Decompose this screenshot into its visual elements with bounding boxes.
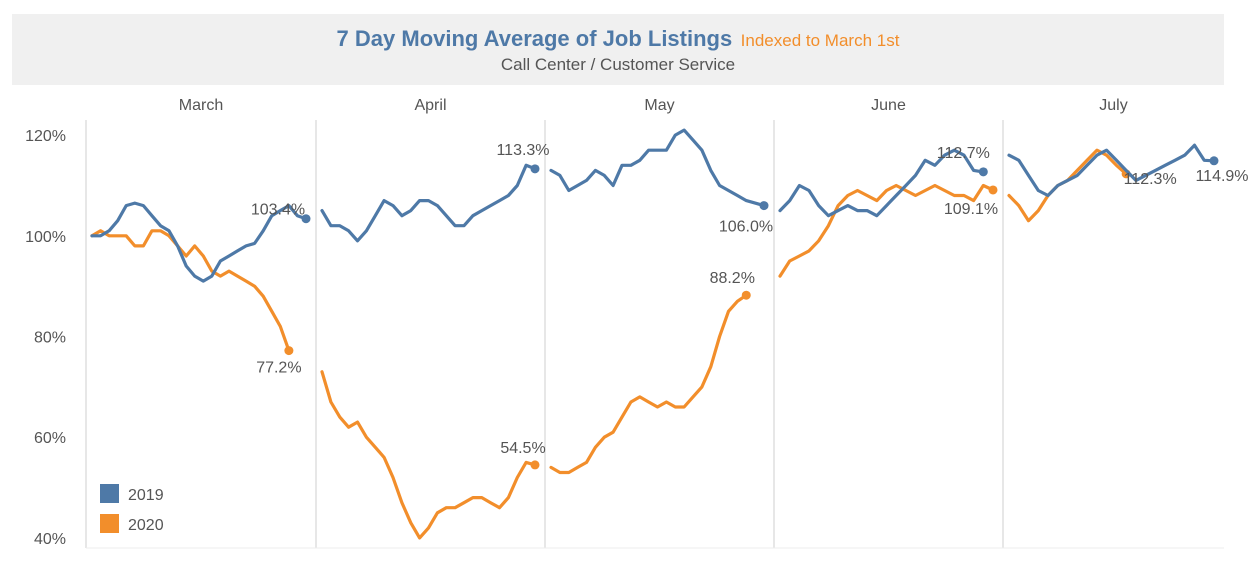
end-value-label-2019: 114.9% (1195, 168, 1248, 185)
month-label: April (414, 97, 446, 114)
series-line-2020 (1007, 148, 1128, 223)
end-point-2020 (284, 346, 294, 356)
panel-july: July 114.9% 112.3% (1007, 97, 1248, 223)
panel-june: June 112.7% 109.1% (778, 97, 998, 278)
series-line-2019 (778, 148, 985, 218)
panel-march: March 103.4% 77.2% (90, 97, 311, 377)
end-point-2019 (530, 164, 540, 174)
chart-subtitle: Call Center / Customer Service (500, 55, 736, 74)
panel-may: May 106.0% 88.2% (549, 97, 773, 475)
end-value-label-2020: 77.2% (256, 360, 301, 377)
end-value-label-2019: 106.0% (719, 219, 773, 236)
series-line-2020 (549, 293, 748, 475)
legend: 2019 2020 (100, 484, 164, 534)
series-line-2020 (320, 370, 537, 540)
y-tick-label: 100% (25, 229, 66, 246)
end-value-label-2019: 103.4% (251, 202, 305, 219)
chart-title: 7 Day Moving Average of Job Listings (336, 26, 733, 51)
series-line-2019 (549, 128, 766, 208)
end-point-2019 (301, 214, 311, 224)
chart-header: 7 Day Moving Average of Job Listings Ind… (12, 14, 1224, 85)
end-point-2019 (1209, 156, 1219, 166)
month-label: March (179, 97, 223, 114)
panel-april: April 113.3% 54.5% (320, 97, 550, 540)
end-point-2020 (741, 290, 751, 300)
y-tick-label: 60% (34, 430, 66, 447)
end-point-2020 (988, 185, 998, 195)
series-line-2019 (320, 163, 537, 243)
end-point-2020 (530, 460, 540, 470)
end-value-label-2020: 112.3% (1124, 171, 1177, 188)
legend-swatch-2019 (100, 484, 119, 503)
series-line-2019 (90, 201, 308, 283)
series-line-2020 (778, 183, 995, 278)
month-label: June (871, 97, 906, 114)
end-value-label-2020: 54.5% (500, 440, 545, 457)
end-value-label-2020: 109.1% (944, 201, 998, 218)
end-point-2019 (978, 167, 988, 177)
end-value-label-2019: 112.7% (937, 145, 990, 162)
legend-swatch-2020 (100, 514, 119, 533)
y-tick-label: 40% (34, 531, 66, 548)
end-value-label-2019: 113.3% (496, 142, 549, 159)
title-line: 7 Day Moving Average of Job Listings Ind… (12, 26, 1224, 52)
series-line-2019 (1007, 143, 1216, 198)
series-line-2020 (90, 229, 291, 353)
month-label: July (1099, 97, 1127, 114)
legend-label-2019: 2019 (128, 487, 164, 504)
end-point-2019 (759, 201, 769, 211)
chart-title-suffix: Indexed to March 1st (740, 31, 900, 50)
month-label: May (644, 97, 674, 114)
end-value-label-2020: 88.2% (710, 270, 755, 287)
legend-label-2020: 2020 (128, 517, 164, 534)
y-tick-label: 80% (34, 330, 66, 347)
y-tick-label: 120% (25, 128, 66, 145)
